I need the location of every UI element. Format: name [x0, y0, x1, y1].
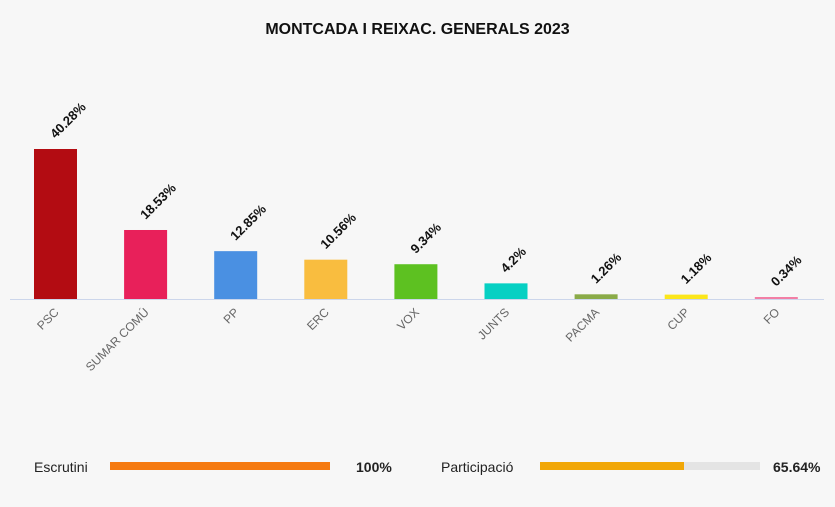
- x-tick-label: FO: [761, 305, 783, 327]
- data-label: 18.53%: [137, 180, 179, 222]
- footer-bar: Escrutini 100% Participació 65.64%: [0, 456, 835, 480]
- participacio-progress-fill: [540, 462, 685, 470]
- data-label: 9.34%: [407, 219, 444, 256]
- x-tick-label: CUP: [665, 305, 693, 333]
- chart-title: MONTCADA I REIXAC. GENERALS 2023: [265, 21, 570, 38]
- data-label: 40.28%: [47, 99, 89, 141]
- x-tick-label: SUMAR COMÚ: [82, 305, 152, 375]
- escrutini-progress-track: [110, 462, 330, 470]
- bar-psc[interactable]: [34, 149, 77, 299]
- bar-erc[interactable]: [304, 259, 348, 299]
- bar-pacma[interactable]: [574, 294, 618, 299]
- data-label: 10.56%: [317, 210, 359, 252]
- escrutini-progress-fill: [110, 462, 330, 470]
- bar-chart: 40.28% PSC 18.53% SUMAR COMÚ 12.85% PP 10.56% E…: [10, 99, 824, 375]
- escrutini-label: Escrutini: [34, 459, 88, 475]
- data-label: 4.2%: [498, 244, 530, 276]
- x-tick-label: PACMA: [563, 305, 602, 344]
- participacio-value: 65.64%: [773, 459, 821, 475]
- data-label: 12.85%: [227, 201, 269, 243]
- data-label: 1.26%: [588, 249, 625, 286]
- data-label: 1.18%: [678, 250, 715, 287]
- bar-pp[interactable]: [214, 251, 258, 299]
- data-label: 0.34%: [768, 252, 805, 289]
- participacio-label: Participació: [441, 459, 514, 475]
- x-tick-label: JUNTS: [475, 305, 512, 342]
- bar-junts[interactable]: [484, 283, 528, 299]
- bar-fo[interactable]: [754, 297, 798, 299]
- bar-cup[interactable]: [664, 294, 708, 299]
- bar-sumar-comú[interactable]: [124, 229, 168, 299]
- participacio-progress-track: [540, 462, 760, 470]
- bar-vox[interactable]: [394, 264, 438, 299]
- x-tick-label: VOX: [394, 305, 422, 333]
- x-tick-label: PSC: [34, 305, 62, 333]
- x-tick-label: PP: [221, 305, 242, 326]
- escrutini-value: 100%: [356, 459, 392, 475]
- x-tick-label: ERC: [304, 305, 332, 333]
